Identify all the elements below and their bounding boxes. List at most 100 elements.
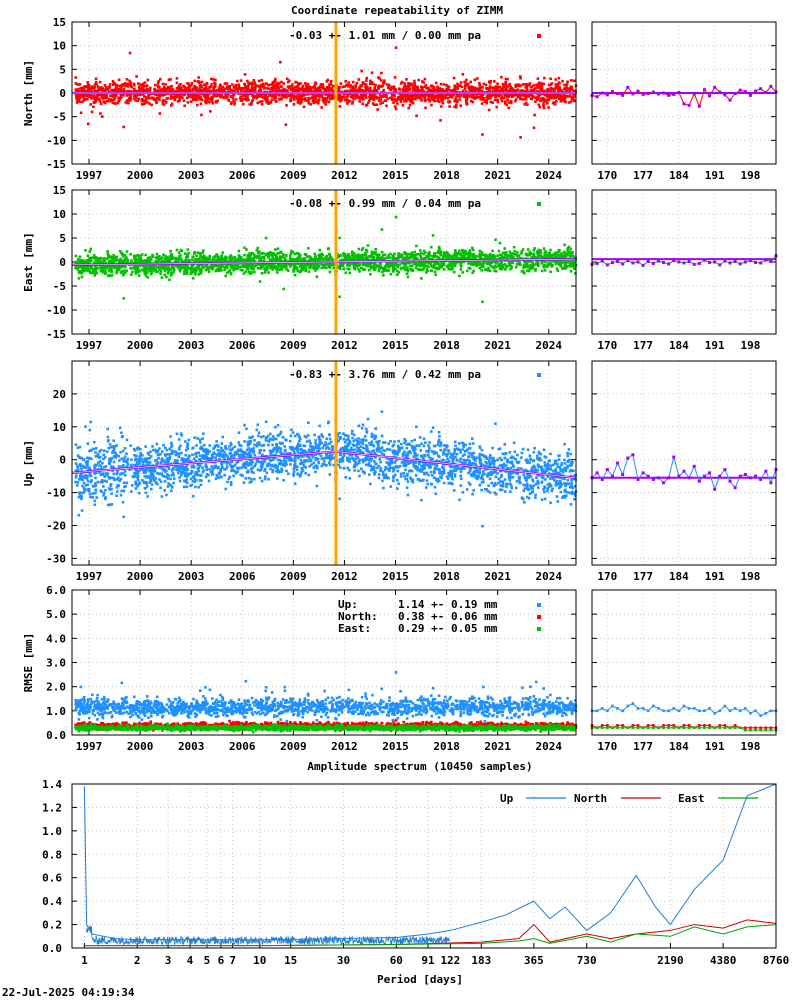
north-point (204, 87, 208, 91)
north-point (402, 86, 406, 89)
north-point (268, 101, 272, 105)
x-tick-label: 2024 (536, 339, 563, 352)
east-point (356, 262, 360, 265)
east-point (167, 259, 170, 263)
east-point (410, 264, 414, 268)
north-point (90, 97, 93, 100)
north-point (546, 89, 549, 93)
north-point (82, 85, 86, 89)
north-point (370, 82, 374, 85)
east-point (300, 258, 303, 262)
east-point (471, 271, 474, 274)
east-point (455, 257, 459, 260)
north-point (377, 96, 381, 100)
north-point (202, 94, 206, 97)
east-point (417, 252, 421, 256)
east-point (279, 250, 283, 254)
north-point (239, 99, 243, 102)
east-point (384, 267, 388, 271)
east-point (483, 268, 487, 271)
east-point (277, 267, 281, 271)
east-point (215, 253, 218, 256)
north-point (161, 102, 165, 106)
east-point (374, 251, 378, 254)
north-point (285, 77, 289, 81)
east-point (106, 250, 109, 253)
north-point (265, 86, 268, 90)
north-point (399, 95, 403, 98)
north-point (561, 79, 564, 83)
east-point (468, 267, 472, 270)
north-point (302, 87, 305, 91)
north-point (461, 89, 465, 93)
east-point (144, 253, 147, 257)
north-point (351, 85, 355, 89)
east-point (445, 252, 448, 255)
east-point (367, 264, 371, 268)
east-point (309, 257, 312, 261)
east-point (369, 266, 373, 270)
north-point (370, 97, 374, 100)
north-point (542, 97, 546, 101)
east-point (380, 250, 384, 254)
east-point (281, 255, 284, 259)
east-point (428, 250, 431, 254)
east-point (314, 266, 317, 270)
east-point (370, 251, 374, 255)
east-point (490, 265, 493, 268)
east-point (530, 264, 533, 268)
north-point (147, 92, 150, 96)
north-point (485, 100, 489, 103)
north-point (99, 112, 102, 115)
north-point (193, 93, 197, 96)
east-point (229, 254, 233, 257)
north-point (493, 80, 496, 83)
east-point (422, 267, 425, 271)
north-point (492, 86, 495, 90)
east-point (542, 259, 545, 263)
east-point (226, 271, 229, 275)
north-point (420, 87, 424, 90)
north-point (210, 83, 213, 86)
east-point (276, 262, 280, 266)
east-point (400, 254, 404, 258)
north-point (536, 77, 540, 80)
north-point (119, 96, 123, 100)
north-point (509, 85, 513, 89)
north-point (439, 119, 442, 122)
north-point (402, 94, 405, 98)
north-point (502, 96, 506, 100)
north-point (134, 99, 138, 102)
north-point (507, 106, 511, 110)
north-point (546, 87, 549, 91)
north-point (528, 93, 532, 97)
east-point (431, 234, 435, 237)
north-point (277, 86, 280, 90)
x-tick-label: 2012 (331, 339, 358, 352)
east-point (80, 275, 84, 279)
east-point (185, 256, 188, 259)
north-point (324, 93, 327, 96)
east-point (197, 260, 201, 264)
east-point (561, 255, 564, 258)
north-point (284, 94, 287, 97)
north-point (190, 95, 194, 99)
east-point (103, 259, 107, 262)
north-point (535, 90, 539, 93)
north-point (465, 98, 469, 102)
north-point (194, 96, 197, 99)
east-point (129, 273, 133, 276)
north-point (546, 101, 549, 105)
east-point (269, 265, 273, 268)
north-point (549, 77, 552, 81)
north-point (267, 102, 270, 105)
north-point (250, 102, 253, 106)
east-point (472, 269, 475, 273)
north-point (77, 98, 81, 102)
north-point (277, 89, 281, 93)
north-point (76, 83, 80, 86)
east-point (123, 265, 127, 269)
north-point (130, 85, 134, 89)
north-point (127, 82, 130, 86)
